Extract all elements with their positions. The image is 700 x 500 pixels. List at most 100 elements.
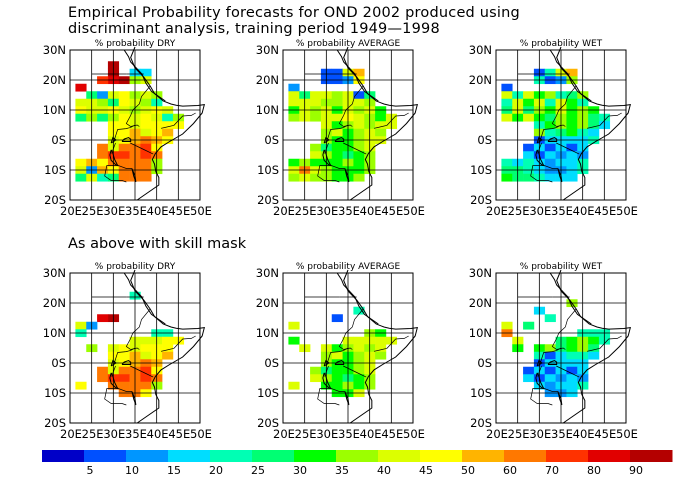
country-border: [111, 142, 116, 154]
probability-map: [495, 46, 632, 201]
grid-cell: [353, 91, 365, 100]
grid-cell: [544, 351, 556, 360]
lake-outline: [131, 168, 137, 183]
country-border: [104, 388, 127, 406]
grid-cell: [588, 344, 600, 353]
longitude-tick-label: 25E: [507, 427, 530, 441]
longitude-tick-label: 40E: [572, 204, 595, 218]
grid-cell: [331, 121, 343, 130]
grid-cell: [310, 143, 322, 152]
country-border: [556, 142, 580, 155]
grid-cell: [544, 98, 556, 107]
longitude-tick-label: 50E: [403, 204, 425, 218]
grid-cell: [331, 173, 343, 182]
grid-cell: [353, 374, 365, 383]
grid-cell: [544, 68, 556, 77]
grid-cell: [588, 128, 600, 137]
latitude-tick-label: 20N: [255, 296, 279, 310]
grid-cell: [353, 68, 365, 77]
grid-cell: [97, 314, 109, 323]
grid-cell: [75, 173, 87, 182]
grid-cell: [140, 381, 152, 390]
longitude-tick-label: 35E: [551, 204, 573, 218]
grid-cell: [140, 158, 152, 167]
grid-cell: [310, 374, 322, 383]
grid-cell: [501, 98, 513, 107]
colorbar-swatch: [504, 450, 547, 462]
grid-cell: [140, 374, 152, 383]
grid-cell: [353, 351, 365, 360]
longitude-tick-label: 35E: [125, 204, 147, 218]
longitude-tick-label: 20E: [486, 204, 508, 218]
grid-cell: [118, 158, 130, 167]
grid-cell: [566, 344, 578, 353]
grid-cell: [288, 336, 300, 345]
grid-cell: [118, 366, 130, 375]
country-border: [326, 347, 349, 367]
grid-cell: [544, 173, 556, 182]
latitude-tick-label: 20S: [44, 416, 66, 430]
grid-cell: [97, 158, 109, 167]
grid-cell: [75, 98, 87, 107]
longitude-tick-label: 30E: [316, 204, 339, 218]
grid-cell: [162, 344, 174, 353]
latitude-tick-label: 0S: [477, 356, 492, 370]
latitude-tick-label: 20N: [42, 296, 66, 310]
colorbar-swatch: [126, 450, 169, 462]
grid-cell: [288, 113, 300, 122]
grid-cell: [588, 351, 600, 360]
country-border: [551, 103, 566, 127]
map-frame: [69, 272, 201, 424]
latitude-tick-label: 10N: [255, 103, 279, 117]
grid-cell: [140, 143, 152, 152]
grid-cell: [310, 98, 322, 107]
longitude-tick-label: 20E: [60, 427, 82, 441]
longitude-tick-label: 30E: [529, 427, 552, 441]
grid-cell: [523, 158, 535, 167]
grid-cell: [501, 83, 513, 92]
grid-cell: [75, 321, 87, 330]
grid-cell: [331, 143, 343, 152]
country-border: [324, 142, 329, 154]
probability-map: [282, 269, 419, 424]
country-border: [116, 387, 132, 392]
lake-outline: [547, 360, 558, 365]
grid-cell: [331, 314, 343, 323]
grid-cell: [97, 173, 109, 182]
lake-outline: [121, 137, 132, 142]
grid-cell: [353, 128, 365, 137]
grid-cell: [544, 374, 556, 383]
skill-mask-section-label: As above with skill mask: [68, 236, 247, 252]
country-border: [351, 308, 364, 328]
longitude-tick-label: 35E: [338, 204, 360, 218]
country-border: [586, 335, 622, 352]
latitude-tick-label: 20S: [470, 416, 492, 430]
coastline: [556, 269, 632, 424]
country-border: [317, 388, 340, 406]
latitude-tick-label: 30N: [255, 43, 279, 57]
grid-cell: [331, 151, 343, 160]
latitude-tick-label: 20N: [42, 73, 66, 87]
lake-outline: [557, 168, 563, 183]
lake-outline: [334, 137, 345, 142]
panel-title: % probability AVERAGE: [295, 39, 401, 49]
latitude-tick-label: 0S: [51, 356, 66, 370]
country-border: [556, 365, 580, 378]
country-border: [125, 103, 140, 127]
longitude-tick-label: 20E: [273, 427, 295, 441]
country-border: [104, 165, 127, 183]
grid-cell: [544, 143, 556, 152]
grid-cell: [566, 121, 578, 130]
longitude-tick-label: 50E: [616, 204, 638, 218]
colorbar-tick-label: 35: [335, 464, 349, 477]
latitude-tick-label: 10S: [257, 163, 279, 177]
grid-cell: [523, 151, 535, 160]
colorbar-tick-label: 5: [86, 464, 94, 477]
latitude-tick-label: 20S: [470, 193, 492, 207]
latitude-tick-label: 10S: [257, 386, 279, 400]
grid-cell: [544, 113, 556, 122]
grid-cell: [118, 91, 130, 100]
country-border: [343, 142, 367, 155]
colorbar-swatch: [420, 450, 463, 462]
latitude-tick-label: 30N: [468, 43, 492, 57]
